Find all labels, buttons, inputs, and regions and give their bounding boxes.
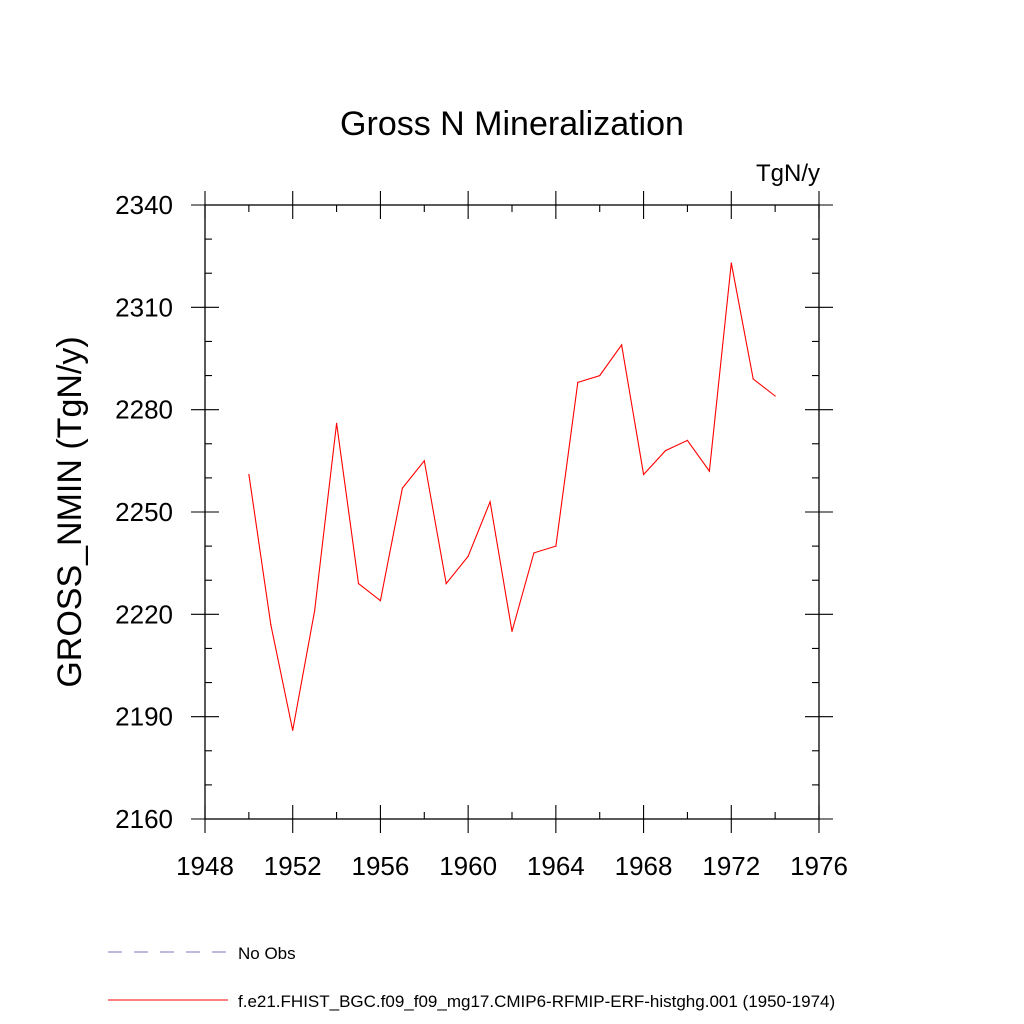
data-point xyxy=(664,450,667,452)
data-point xyxy=(599,374,601,377)
x-tick-label: 1964 xyxy=(527,851,585,881)
legend-label: No Obs xyxy=(238,944,296,963)
data-point xyxy=(314,610,316,612)
data-point xyxy=(292,729,294,731)
data-point xyxy=(730,262,732,264)
data-point xyxy=(357,583,360,585)
y-axis-label: GROSS_NMIN (TgN/y) xyxy=(51,336,89,687)
data-point xyxy=(445,583,447,585)
plot-frame xyxy=(204,204,820,820)
data-point xyxy=(533,552,535,554)
series-line xyxy=(248,262,776,731)
y-tick-label: 2220 xyxy=(115,599,173,629)
data-point xyxy=(248,473,250,476)
chart-title: Gross N Mineralization xyxy=(340,105,684,143)
data-point xyxy=(335,422,338,424)
data-point xyxy=(686,439,689,441)
y-tick-label: 2160 xyxy=(115,804,173,834)
data-point xyxy=(467,555,469,557)
data-point xyxy=(708,470,710,472)
units-label: TgN/y xyxy=(756,160,820,187)
data-point xyxy=(774,395,776,397)
tick-labels: 1948 1952 1956 1960 1964 1968 1972 1976 2160 2190… xyxy=(115,190,848,881)
x-tick-label: 1976 xyxy=(790,851,848,881)
data-point xyxy=(621,344,623,346)
y-tick-label: 2340 xyxy=(115,190,173,220)
data-point xyxy=(577,381,579,383)
y-tick-label: 2310 xyxy=(115,292,173,322)
legend: No Obs f.e21.FHIST_BGC.f09_f09_mg17.CMIP6… xyxy=(108,944,835,1011)
x-tick-label: 1972 xyxy=(702,851,760,881)
data-point xyxy=(489,501,491,503)
x-tick-label: 1948 xyxy=(176,851,234,881)
data-point xyxy=(401,487,403,489)
y-tick-label: 2190 xyxy=(115,702,173,732)
data-point xyxy=(752,378,754,380)
data-point xyxy=(511,630,513,632)
y-tick-label: 2250 xyxy=(115,497,173,527)
x-tick-label: 1960 xyxy=(439,851,497,881)
data-point xyxy=(423,460,425,462)
series-group xyxy=(248,262,776,731)
data-point xyxy=(379,600,382,602)
y-tick-label: 2280 xyxy=(115,395,173,425)
data-point xyxy=(555,545,557,547)
axis-ticks xyxy=(191,191,833,833)
x-tick-label: 1956 xyxy=(352,851,410,881)
legend-label: f.e21.FHIST_BGC.f09_f09_mg17.CMIP6-RFMIP… xyxy=(238,992,835,1011)
data-point xyxy=(642,473,645,476)
x-tick-label: 1968 xyxy=(615,851,673,881)
data-point xyxy=(270,623,272,626)
x-tick-label: 1952 xyxy=(264,851,322,881)
